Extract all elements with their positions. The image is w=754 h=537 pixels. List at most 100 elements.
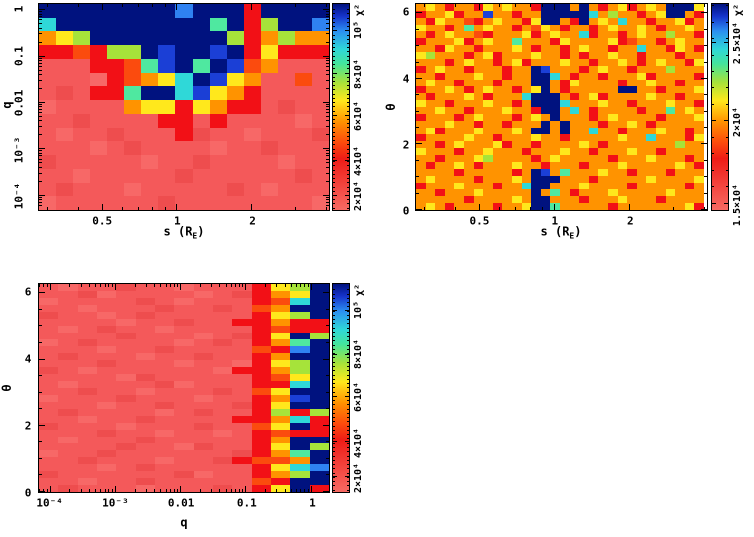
- heatmap-cell: [617, 161, 628, 169]
- heatmap-cell: [290, 374, 310, 382]
- heatmap-cell: [502, 52, 512, 59]
- axis-tick: [333, 293, 335, 295]
- heatmap-cell: [588, 45, 599, 53]
- heatmap-cell: [598, 93, 608, 101]
- heatmap-cell: [416, 100, 426, 107]
- heatmap-cell: [97, 374, 117, 382]
- axis-tick: [712, 54, 714, 56]
- heatmap-cell: [416, 189, 426, 197]
- heatmap-cell: [175, 100, 193, 114]
- heatmap-cell: [39, 284, 59, 291]
- axis-tick: [326, 60, 329, 62]
- heatmap-cell: [232, 485, 252, 492]
- heatmap-cell: [155, 360, 175, 368]
- heatmap-cell: [311, 127, 329, 142]
- heatmap-cell: [77, 408, 97, 416]
- axis-tick: [39, 424, 45, 426]
- heatmap-cell: [251, 401, 271, 409]
- heatmap-cell: [483, 175, 493, 183]
- heatmap-cell: [155, 436, 175, 444]
- heatmap-cell: [598, 79, 608, 87]
- heatmap-cell: [294, 31, 312, 46]
- heatmap-cell: [684, 189, 695, 197]
- heatmap-cell: [435, 161, 445, 169]
- heatmap-cell: [598, 17, 608, 25]
- heatmap-cell: [550, 155, 560, 162]
- axis-tick: [333, 472, 335, 474]
- heatmap-cell: [512, 155, 522, 162]
- axis-tick: [284, 489, 286, 492]
- heatmap-cell: [665, 155, 676, 162]
- heatmap-cell: [521, 100, 532, 107]
- axis-tick: [345, 29, 349, 31]
- axis-tick: [326, 166, 329, 168]
- heatmap-cell: [550, 72, 560, 80]
- heatmap-cell: [260, 58, 278, 73]
- x-tick-label: 2: [249, 214, 256, 228]
- heatmap-cell: [665, 72, 676, 80]
- heatmap-cell: [97, 422, 117, 430]
- heatmap-cell: [656, 79, 666, 87]
- heatmap-cell: [636, 113, 647, 121]
- heatmap-cell: [502, 45, 512, 53]
- heatmap-cell: [290, 318, 310, 326]
- axis-tick: [347, 327, 349, 329]
- heatmap-cell: [617, 203, 628, 210]
- heatmap-cell: [309, 284, 329, 291]
- axis-tick: [347, 429, 349, 431]
- heatmap-cell: [492, 24, 503, 32]
- axis-tick: [347, 106, 349, 108]
- heatmap-cell: [260, 141, 278, 156]
- heatmap-cell: [454, 86, 464, 94]
- heatmap-cell: [473, 38, 484, 46]
- axis-tick: [333, 68, 335, 70]
- heatmap-cell: [174, 457, 194, 465]
- heatmap-cell: [243, 155, 261, 169]
- heatmap-cell: [58, 290, 78, 298]
- axis-tick: [345, 73, 349, 75]
- axis-tick: [333, 42, 335, 44]
- heatmap-cell: [174, 304, 194, 312]
- heatmap-cell: [617, 38, 628, 46]
- heatmap-cell: [232, 408, 252, 416]
- axis-tick: [39, 13, 42, 15]
- colorbar-tick-label: 2×10⁴: [732, 106, 743, 137]
- heatmap-cell: [107, 182, 125, 197]
- heatmap-cell: [444, 86, 455, 94]
- heatmap-cell: [636, 175, 647, 183]
- heatmap-cell: [116, 471, 136, 479]
- axis-tick: [712, 169, 714, 171]
- heatmap-cell: [531, 182, 541, 190]
- heatmap-cell: [608, 182, 618, 190]
- axis-tick: [333, 38, 335, 40]
- heatmap-cell: [175, 4, 193, 18]
- heatmap-cell: [124, 182, 142, 197]
- heatmap-cell: [97, 332, 117, 340]
- axis-tick: [423, 207, 425, 210]
- axis-tick: [165, 284, 167, 287]
- heatmap-cell: [444, 189, 455, 197]
- axis-tick: [345, 310, 349, 312]
- heatmap-cell: [77, 388, 97, 395]
- heatmap-cell: [531, 203, 541, 210]
- heatmap-cell: [636, 45, 647, 53]
- axis-tick: [39, 55, 45, 57]
- heatmap-cell: [271, 297, 291, 305]
- heatmap-cell: [58, 443, 78, 451]
- heatmap-cell: [512, 196, 522, 204]
- axis-tick: [333, 13, 335, 15]
- heatmap-cell: [290, 297, 310, 305]
- heatmap-cell: [521, 72, 532, 80]
- axis-tick: [712, 186, 714, 188]
- heatmap-cell: [444, 155, 455, 162]
- axis-tick: [333, 89, 335, 91]
- axis-tick: [104, 284, 106, 287]
- heatmap-cell: [73, 127, 91, 142]
- heatmap-cell: [665, 24, 676, 32]
- heatmap-cell: [531, 86, 541, 94]
- heatmap-cell: [608, 120, 618, 128]
- axis-tick: [326, 162, 329, 164]
- axis-tick: [290, 284, 292, 287]
- axis-tick: [454, 4, 456, 7]
